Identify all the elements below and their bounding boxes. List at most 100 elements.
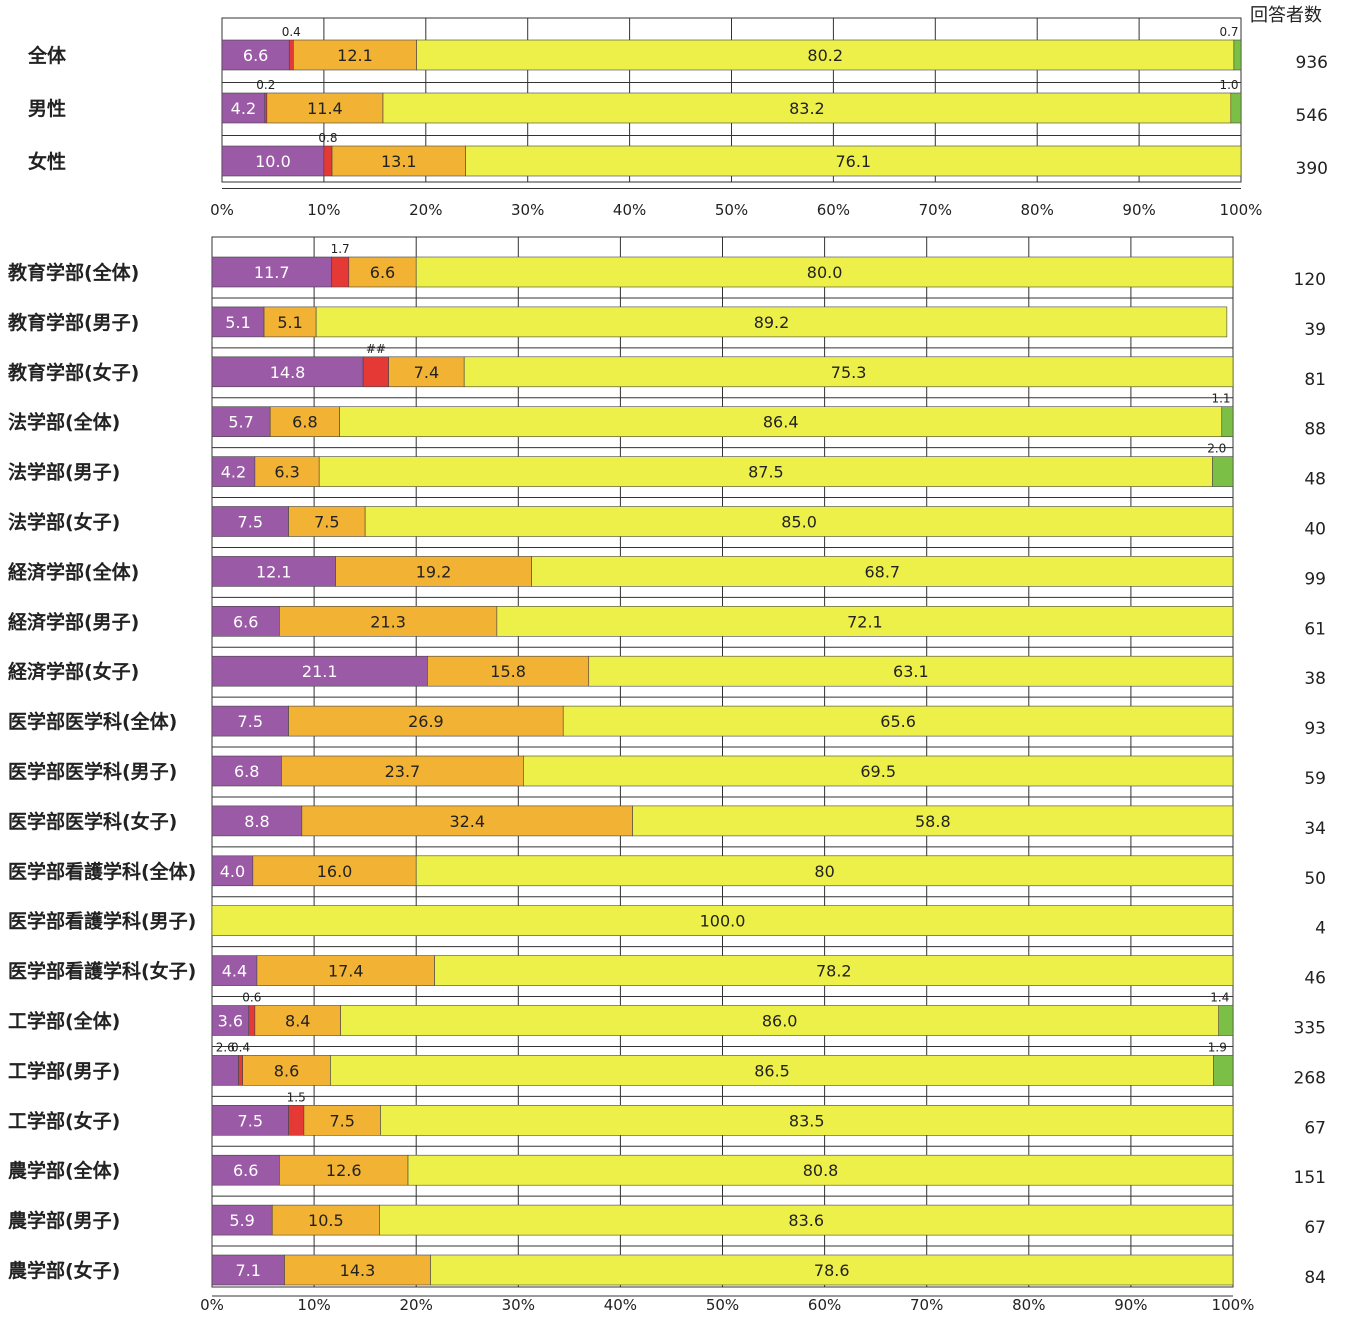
row-label: 医学部医学科(女子) — [8, 810, 177, 833]
segment-red — [238, 1055, 243, 1086]
segment-orange — [266, 92, 384, 124]
row-label: 医学部医学科(男子) — [8, 760, 177, 783]
x-tick-label: 20% — [409, 201, 442, 219]
respondent-count: 50 — [1304, 869, 1326, 889]
segment-orange-label: 17.4 — [328, 962, 364, 981]
segment-yellow — [315, 306, 1228, 338]
row-label: 法学部(女子) — [8, 511, 120, 534]
segment-orange-label: 10.5 — [308, 1211, 344, 1230]
segment-yellow — [632, 805, 1234, 837]
segment-yellow-label: 68.7 — [864, 562, 900, 581]
x-tick-label: 60% — [808, 1296, 841, 1314]
segment-purple — [211, 655, 428, 687]
segment-yellow-label: 100.0 — [700, 912, 746, 931]
respondent-count: 81 — [1304, 370, 1326, 390]
segment-yellow-label: 83.6 — [788, 1211, 824, 1230]
segment-yellow — [340, 1005, 1220, 1036]
respondent-count: 936 — [1296, 53, 1328, 73]
row-label: 農学部(女子) — [8, 1259, 120, 1282]
bar-layer — [211, 39, 1242, 1286]
segment-orange — [271, 1204, 380, 1236]
row-label: 工学部(男子) — [8, 1059, 120, 1082]
segment-green — [1218, 1005, 1234, 1036]
segment-yellow-label: 83.5 — [789, 1111, 825, 1130]
x-tick-label: 80% — [1021, 201, 1054, 219]
segment-red-label: 0.6 — [242, 991, 261, 1005]
segment-purple-label: 6.6 — [243, 46, 268, 65]
row-label: 全体 — [27, 44, 67, 67]
row-label: 農学部(男子) — [8, 1209, 120, 1232]
x-tick-label: 50% — [715, 201, 748, 219]
segment-yellow-label: 78.6 — [814, 1261, 850, 1280]
segment-orange — [335, 556, 532, 587]
segment-orange — [331, 145, 466, 177]
segment-yellow — [407, 1154, 1234, 1186]
row-label: 教育学部(全体) — [8, 261, 139, 284]
segment-red-label: 0.4 — [282, 25, 301, 39]
respondent-count: 151 — [1294, 1168, 1326, 1188]
segment-orange-label: 7.4 — [414, 363, 439, 382]
segment-orange-label: 16.0 — [317, 862, 353, 881]
segment-yellow-label: 72.1 — [847, 612, 883, 631]
segment-purple — [211, 406, 271, 438]
respondent-count: 390 — [1296, 159, 1328, 179]
segment-yellow-label: 78.2 — [816, 962, 852, 981]
segment-purple-label: 8.8 — [244, 812, 269, 831]
segment-orange — [293, 39, 417, 71]
segment-orange-label: 23.7 — [385, 762, 421, 781]
row-label: 医学部看護学科(女子) — [8, 960, 196, 983]
segment-yellow-label: 89.2 — [754, 313, 790, 332]
segment-orange — [303, 1105, 381, 1136]
segment-yellow-label: 75.3 — [831, 363, 867, 382]
segment-yellow-label: 80.2 — [807, 46, 843, 65]
segment-red — [248, 1005, 256, 1036]
segment-green — [1233, 39, 1242, 71]
segment-yellow — [382, 92, 1232, 124]
segment-purple — [211, 1105, 289, 1136]
segment-yellow-label: 87.5 — [748, 463, 784, 482]
segment-purple-label: 11.7 — [254, 263, 290, 282]
segment-green-label: 0.7 — [1219, 25, 1238, 39]
segment-yellow-label: 63.1 — [893, 662, 929, 681]
segment-green — [1212, 456, 1234, 487]
segment-purple — [211, 855, 254, 887]
x-tick-label: 30% — [502, 1296, 535, 1314]
segment-yellow — [562, 705, 1234, 737]
segment-yellow — [330, 1055, 1214, 1086]
x-tick-label: 30% — [511, 201, 544, 219]
segment-yellow — [430, 1254, 1234, 1286]
segment-green — [1230, 92, 1242, 124]
segment-yellow — [415, 256, 1234, 288]
segment-purple — [211, 705, 289, 737]
segment-orange-label: 6.3 — [274, 463, 299, 482]
segment-purple-label: 5.9 — [229, 1211, 254, 1230]
segment-purple-label: 21.1 — [302, 662, 338, 681]
segment-purple-label: 3.6 — [218, 1012, 243, 1031]
respondent-count: 38 — [1304, 669, 1326, 689]
segment-red-label: 0.2 — [256, 78, 275, 92]
segment-yellow-label: 58.8 — [915, 812, 951, 831]
row-label: 医学部看護学科(男子) — [8, 910, 196, 933]
x-tick-label: 10% — [297, 1296, 330, 1314]
segment-orange-label: 7.5 — [329, 1111, 354, 1130]
segment-purple-label: 6.6 — [233, 612, 258, 631]
segment-red — [331, 256, 350, 288]
segment-orange-label: 26.9 — [408, 712, 444, 731]
segment-red — [288, 1105, 305, 1136]
x-tick-label: 100% — [1220, 201, 1263, 219]
segment-red-label: 1.5 — [287, 1090, 306, 1104]
segment-red-label: 1.7 — [331, 242, 350, 256]
segment-green-label: 1.4 — [1210, 991, 1229, 1005]
segment-orange-label: 6.8 — [292, 413, 317, 432]
segment-purple-label: 12.1 — [256, 562, 292, 581]
segment-orange — [254, 456, 320, 487]
row-label: 経済学部(女子) — [8, 660, 139, 683]
segment-orange — [256, 955, 435, 986]
respondent-count: 48 — [1304, 470, 1326, 490]
segment-purple — [211, 306, 265, 338]
respondent-count: 84 — [1304, 1268, 1326, 1288]
row-label: 農学部(全体) — [8, 1159, 120, 1182]
segment-orange — [388, 356, 465, 388]
respondent-count: 335 — [1294, 1019, 1326, 1039]
